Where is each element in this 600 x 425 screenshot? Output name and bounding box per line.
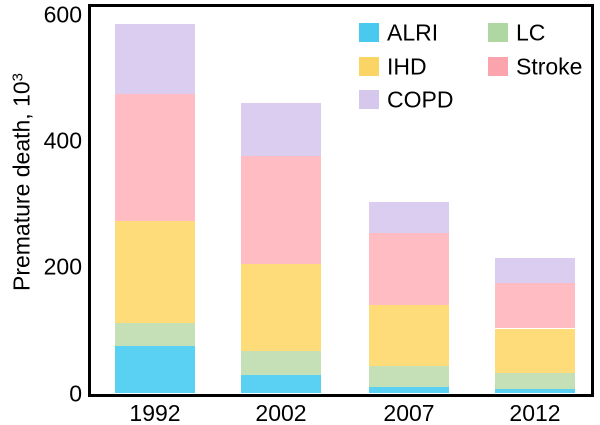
x-tick-label-2012: 2012 — [509, 400, 561, 425]
legend-label-LC: LC — [516, 19, 546, 45]
bar-segment-LC-2012 — [495, 373, 575, 390]
bar-segment-LC-2002 — [241, 351, 321, 375]
bar-segment-ALRI-1992 — [115, 346, 195, 394]
bar-segment-COPD-2007 — [369, 201, 449, 234]
bar-segment-ALRI-2012 — [495, 389, 575, 394]
legend-label-COPD: COPD — [387, 86, 454, 112]
x-tick-label-2007: 2007 — [383, 400, 435, 425]
bar-segment-IHD-2002 — [241, 264, 321, 352]
bar-segment-ALRI-2002 — [241, 374, 321, 394]
bar-segment-COPD-1992 — [115, 23, 195, 95]
bar-segment-IHD-2012 — [495, 328, 575, 374]
y-tick-label-200: 200 — [43, 253, 82, 280]
bar-segment-Stroke-2002 — [241, 156, 321, 265]
legend-swatch-LC — [488, 23, 508, 42]
legend-swatch-Stroke — [488, 57, 508, 76]
bar-segment-LC-2007 — [369, 365, 449, 387]
y-tick-label-400: 400 — [43, 127, 82, 154]
plot-frame — [88, 4, 594, 397]
legend-swatch-IHD — [359, 57, 379, 76]
bar-segment-Stroke-1992 — [115, 94, 195, 222]
y-axis-label-superscript: 3 — [9, 72, 27, 82]
y-axis-label: Premature death, 103 — [8, 72, 35, 292]
bar-segment-COPD-2012 — [495, 257, 575, 284]
legend-label-Stroke: Stroke — [516, 53, 583, 79]
bar-segment-COPD-2002 — [241, 103, 321, 157]
y-axis-label-text: Premature death, 10 — [8, 81, 35, 292]
bar-segment-LC-1992 — [115, 323, 195, 347]
bar-segment-Stroke-2007 — [369, 233, 449, 306]
bar-segment-ALRI-2007 — [369, 386, 449, 394]
x-tick-label-2002: 2002 — [255, 400, 307, 425]
legend-label-ALRI: ALRI — [387, 19, 439, 45]
bar-segment-IHD-2007 — [369, 305, 449, 366]
legend-swatch-ALRI — [359, 23, 379, 42]
legend-swatch-COPD — [359, 90, 379, 109]
y-tick-label-0: 0 — [69, 380, 82, 406]
x-tick-label-1992: 1992 — [129, 400, 181, 425]
y-tick-label-600: 600 — [43, 1, 82, 28]
legend-label-IHD: IHD — [387, 53, 427, 79]
bar-segment-Stroke-2012 — [495, 283, 575, 329]
bar-segment-IHD-1992 — [115, 221, 195, 324]
